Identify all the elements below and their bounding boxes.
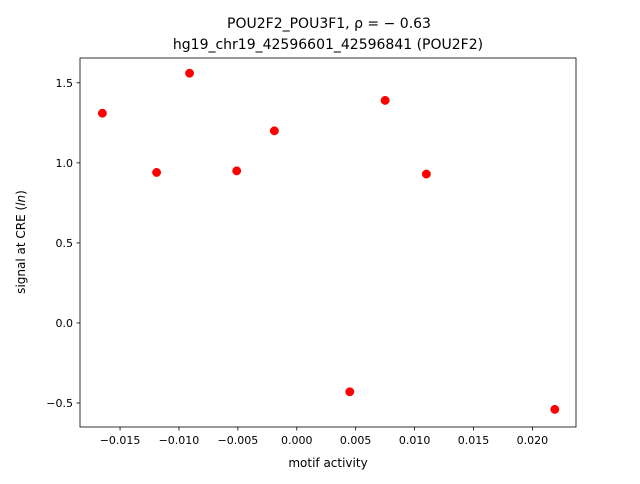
axes-frame bbox=[79, 57, 577, 428]
chart-title-line-2: hg19_chr19_42596601_42596841 (POU2F2) bbox=[173, 37, 483, 53]
data-point bbox=[152, 168, 162, 177]
x-tick-label: 0.005 bbox=[340, 434, 372, 447]
y-axis-label-end: ) bbox=[14, 190, 28, 195]
data-point bbox=[380, 95, 390, 105]
y-tick-label: −0.5 bbox=[46, 397, 73, 410]
y-axis-label-main: signal at CRE ( bbox=[14, 206, 28, 294]
y-tick-label: 0.0 bbox=[56, 317, 74, 330]
plot-area bbox=[97, 68, 560, 414]
y-axis-label: signal at CRE (ln) bbox=[14, 190, 28, 294]
data-point bbox=[421, 169, 431, 179]
y-tick-label: 1.0 bbox=[56, 157, 74, 170]
y-tick-label: 0.5 bbox=[56, 237, 74, 250]
x-tick-label: −0.015 bbox=[100, 434, 141, 447]
x-tick-label: 0.010 bbox=[399, 434, 431, 447]
x-axis-label: motif activity bbox=[288, 456, 367, 470]
chart-title-line-1: POU2F2_POU3F1, ρ = − 0.63 bbox=[227, 16, 431, 32]
x-tick-label: 0.000 bbox=[281, 434, 313, 447]
x-tick-label: −0.010 bbox=[159, 434, 200, 447]
x-tick-label: −0.005 bbox=[218, 434, 259, 447]
data-point bbox=[185, 68, 195, 78]
x-tick-label: 0.020 bbox=[517, 434, 549, 447]
data-point bbox=[345, 387, 355, 397]
data-point bbox=[97, 108, 107, 118]
data-point bbox=[269, 126, 279, 136]
data-point bbox=[232, 166, 242, 176]
y-axis-ticks: −0.5 0.0 0.5 1.0 1.5 bbox=[46, 77, 80, 410]
y-axis-label-italic: ln bbox=[14, 195, 28, 206]
x-axis-ticks: −0.015 −0.010 −0.005 0.000 0.005 0.010 0.015 0.… bbox=[100, 427, 548, 447]
x-tick-label: 0.015 bbox=[458, 434, 490, 447]
data-point bbox=[550, 404, 560, 414]
y-tick-label: 1.5 bbox=[56, 77, 74, 90]
